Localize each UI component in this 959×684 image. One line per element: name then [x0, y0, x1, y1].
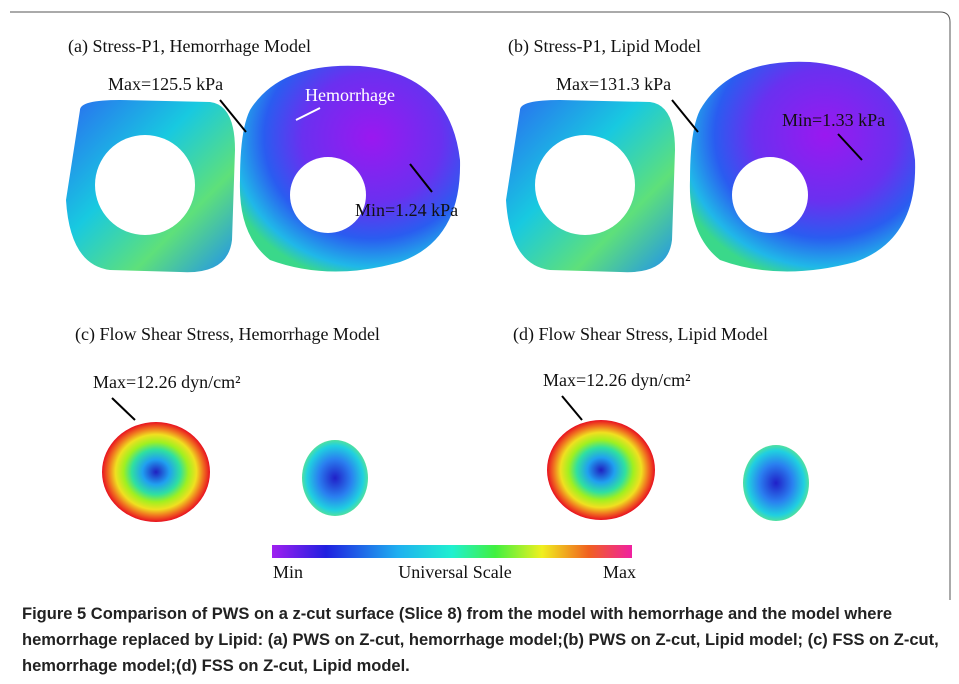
panel-title: (c) Flow Shear Stress, Hemorrhage Model	[75, 324, 380, 345]
lumen-flow	[743, 445, 809, 521]
arrow	[561, 395, 583, 421]
max-label: Max=12.26 dyn/cm²	[543, 370, 691, 390]
scale-min: Min	[273, 562, 303, 582]
arrow	[219, 99, 247, 133]
panel-c: (c) Flow Shear Stress, Hemorrhage Model …	[75, 324, 380, 522]
figure: (a) Stress-P1, Hemorrhage Model Max=125.…	[10, 11, 951, 600]
arrow	[671, 99, 699, 133]
min-label: Min=1.24 kPa	[355, 200, 458, 220]
max-label: Max=12.26 dyn/cm²	[93, 372, 241, 392]
min-label: Min=1.33 kPa	[782, 110, 885, 130]
panel-title: (d) Flow Shear Stress, Lipid Model	[513, 324, 768, 345]
max-label: Max=125.5 kPa	[108, 74, 223, 94]
max-label: Max=131.3 kPa	[556, 74, 671, 94]
caption-text: Comparison of PWS on a z-cut surface (Sl…	[22, 605, 939, 675]
caption-label: Figure 5	[22, 605, 87, 623]
lumen	[535, 135, 635, 235]
lumen-flow	[547, 420, 655, 520]
scale-title: Universal Scale	[398, 562, 511, 582]
panel-b: (b) Stress-P1, Lipid Model Max=131.3 kPa…	[506, 36, 916, 273]
lumen	[95, 135, 195, 235]
vessel-body	[689, 61, 916, 272]
color-bar	[272, 545, 632, 558]
arrow	[295, 107, 321, 121]
scale-max: Max	[603, 562, 636, 582]
lumen	[290, 157, 366, 233]
region-label: Hemorrhage	[305, 85, 395, 105]
panel-title: (a) Stress-P1, Hemorrhage Model	[68, 36, 311, 57]
arrow	[111, 397, 136, 421]
lumen	[732, 157, 808, 233]
arrow	[409, 163, 433, 193]
frame	[10, 11, 951, 600]
panel-d: (d) Flow Shear Stress, Lipid Model Max=1…	[513, 324, 809, 521]
caption: Figure 5 Comparison of PWS on a z-cut su…	[22, 601, 952, 679]
color-scale: Min Universal Scale Max	[272, 545, 636, 582]
panel-title: (b) Stress-P1, Lipid Model	[508, 36, 701, 57]
lumen-flow	[302, 440, 368, 516]
arrow	[837, 133, 863, 161]
lumen-flow	[102, 422, 210, 522]
panel-a: (a) Stress-P1, Hemorrhage Model Max=125.…	[66, 36, 461, 273]
